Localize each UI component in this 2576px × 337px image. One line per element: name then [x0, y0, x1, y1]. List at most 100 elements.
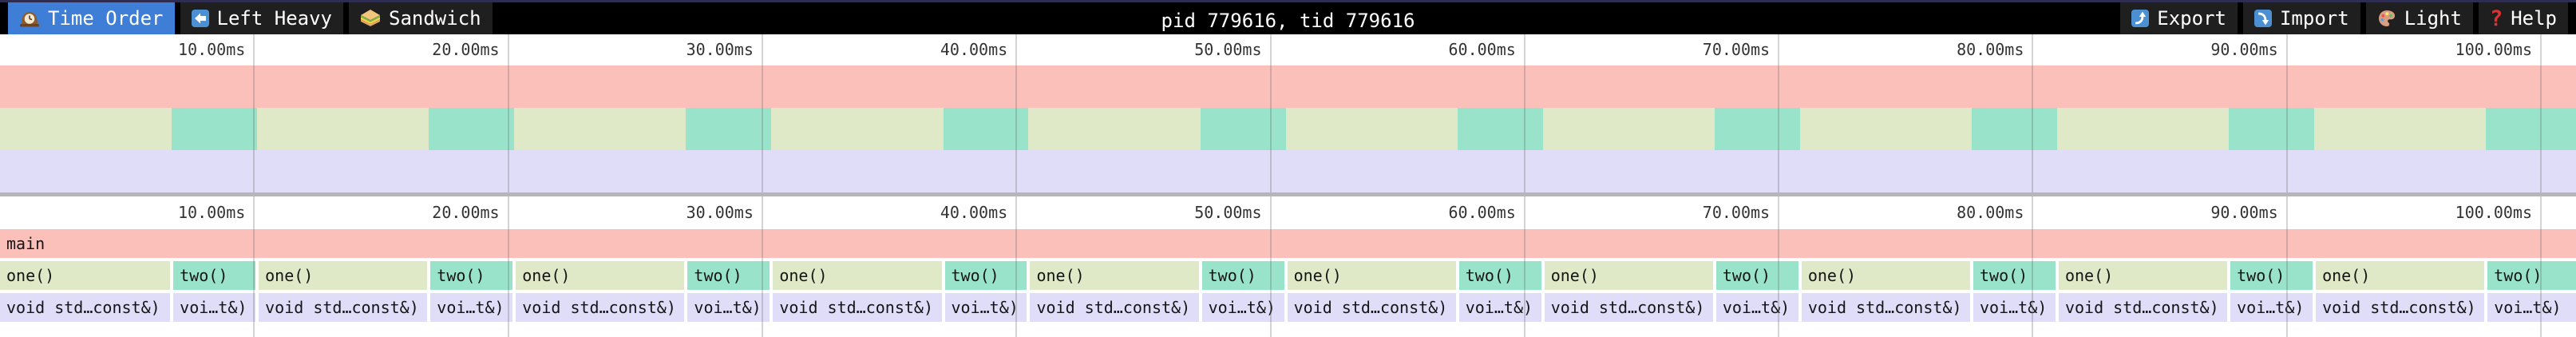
frame-child[interactable]: void std…const&)	[1287, 293, 1456, 322]
help-icon: ?	[2489, 6, 2503, 31]
palette-icon	[2377, 9, 2396, 28]
profile-title: pid 779616, tid 779616	[1161, 10, 1415, 32]
frame-two[interactable]: two()	[1201, 261, 1284, 290]
frame-two[interactable]: two()	[1715, 261, 1798, 290]
action-export[interactable]: Export	[2120, 2, 2238, 34]
minimap-frame-two[interactable]	[429, 108, 515, 150]
frame-two[interactable]: two()	[1458, 261, 1541, 290]
frame-one[interactable]: one()	[1544, 261, 1713, 290]
minimap-band-main[interactable]	[0, 65, 2576, 108]
minimap-frame-two[interactable]	[2229, 108, 2315, 150]
minimap-frame-two[interactable]	[1457, 108, 1543, 150]
frame-child[interactable]: void std…const&)	[773, 293, 942, 322]
clock-icon	[19, 8, 40, 29]
action-import[interactable]: Import	[2242, 2, 2360, 34]
tick-label: 90.00ms	[2210, 40, 2278, 59]
frame-two[interactable]: two()	[173, 261, 256, 290]
minimap-band-children[interactable]	[0, 150, 2576, 192]
tick-label: 50.00ms	[1194, 203, 1262, 222]
tick-label: 100.00ms	[2455, 40, 2532, 59]
minimap-separator	[0, 192, 2576, 196]
frame-child[interactable]: voi…t&)	[430, 293, 513, 322]
frame-one[interactable]: one()	[516, 261, 685, 290]
frame-one[interactable]: one()	[259, 261, 428, 290]
minimap-frame-two[interactable]	[1714, 108, 1800, 150]
frame-child[interactable]: voi…t&)	[2487, 293, 2576, 322]
frame-two[interactable]: two()	[687, 261, 770, 290]
frame-one[interactable]: one()	[0, 261, 171, 290]
tick-label: 70.00ms	[1702, 203, 1771, 222]
frame-child[interactable]: void std…const&)	[1801, 293, 1970, 322]
tick-label: 80.00ms	[1957, 203, 2024, 222]
tab-left-heavy[interactable]: Left Heavy	[180, 2, 343, 34]
frame-child[interactable]: void std…const&)	[1544, 293, 1713, 322]
minimap-frame-two[interactable]	[1972, 108, 2057, 150]
tick-label: 10.00ms	[178, 203, 246, 222]
flamechart-time-ruler: 10.00ms 20.00ms 30.00ms 40.00ms 50.00ms 60.00…	[0, 196, 2576, 229]
view-mode-tabs: Time Order Left Heavy Sandwich	[8, 2, 493, 34]
tab-sandwich[interactable]: Sandwich	[349, 2, 493, 34]
frame-one[interactable]: one()	[2058, 261, 2228, 290]
action-label: Import	[2279, 7, 2349, 30]
frame-child[interactable]: voi…t&)	[173, 293, 256, 322]
frame-two[interactable]: two()	[430, 261, 513, 290]
action-label: Light	[2404, 7, 2462, 30]
minimap-frame-two[interactable]	[172, 108, 258, 150]
minimap-time-ruler: 10.00ms 20.00ms 30.00ms 40.00ms 50.00ms 60.00…	[0, 34, 2576, 65]
frame-child[interactable]: void std…const&)	[2058, 293, 2228, 322]
frame-child[interactable]: void std…const&)	[0, 293, 171, 322]
frame-two[interactable]: two()	[944, 261, 1027, 290]
frame-one[interactable]: one()	[773, 261, 942, 290]
tick-label: 40.00ms	[940, 203, 1008, 222]
frame-child[interactable]: void std…const&)	[1030, 293, 1199, 322]
tick-label: 60.00ms	[1448, 40, 1516, 59]
frame-child[interactable]: voi…t&)	[2230, 293, 2313, 322]
tab-label: Time Order	[48, 7, 164, 30]
tick-label: 30.00ms	[686, 40, 754, 59]
tab-time-order[interactable]: Time Order	[8, 2, 175, 34]
action-label: Help	[2511, 7, 2557, 30]
tick-label: 50.00ms	[1194, 40, 1262, 59]
tick-label: 30.00ms	[686, 203, 754, 222]
minimap-frame-two[interactable]	[686, 108, 772, 150]
action-label: Export	[2157, 7, 2226, 30]
frame-one[interactable]: one()	[2316, 261, 2485, 290]
frame-main[interactable]: main	[0, 229, 2576, 258]
frame-child[interactable]: voi…t&)	[1201, 293, 1284, 322]
frame-one[interactable]: one()	[1801, 261, 1970, 290]
frame-one[interactable]: one()	[1030, 261, 1199, 290]
minimap-frame-two[interactable]	[1200, 108, 1286, 150]
tick-label: 100.00ms	[2455, 203, 2532, 222]
import-icon	[2254, 10, 2272, 27]
tab-label: Left Heavy	[216, 7, 333, 30]
tick-label: 20.00ms	[432, 40, 500, 59]
minimap-frame-two[interactable]	[2486, 108, 2576, 150]
frame-one[interactable]: one()	[1287, 261, 1456, 290]
action-help[interactable]: ? Help	[2478, 2, 2568, 34]
minimap-frame-two[interactable]	[943, 108, 1029, 150]
frame-child[interactable]: voi…t&)	[1973, 293, 2056, 322]
frame-two[interactable]: two()	[2487, 261, 2576, 290]
frame-child[interactable]: voi…t&)	[944, 293, 1027, 322]
frame-child[interactable]: void std…const&)	[259, 293, 428, 322]
tick-label: 10.00ms	[178, 40, 246, 59]
frame-two[interactable]: two()	[2230, 261, 2313, 290]
tick-label: 70.00ms	[1702, 40, 1771, 59]
minimap[interactable]	[0, 65, 2576, 192]
tick-label: 90.00ms	[2210, 203, 2278, 222]
toolbar-actions: Export Import Light? Help	[2120, 2, 2568, 34]
tick-label: 80.00ms	[1957, 40, 2024, 59]
frame-child[interactable]: void std…const&)	[516, 293, 685, 322]
frame-child[interactable]: voi…t&)	[687, 293, 770, 322]
frame-child[interactable]: void std…const&)	[2316, 293, 2485, 322]
tick-label: 40.00ms	[940, 40, 1008, 59]
frame-child[interactable]: voi…t&)	[1715, 293, 1798, 322]
toolbar: Time Order Left Heavy Sandwich pid 779616,…	[0, 0, 2576, 34]
tick-label: 60.00ms	[1448, 203, 1516, 222]
frame-two[interactable]: two()	[1973, 261, 2056, 290]
frame-child[interactable]: voi…t&)	[1458, 293, 1541, 322]
sandwich-icon	[360, 9, 381, 28]
action-light[interactable]: Light	[2365, 2, 2473, 34]
